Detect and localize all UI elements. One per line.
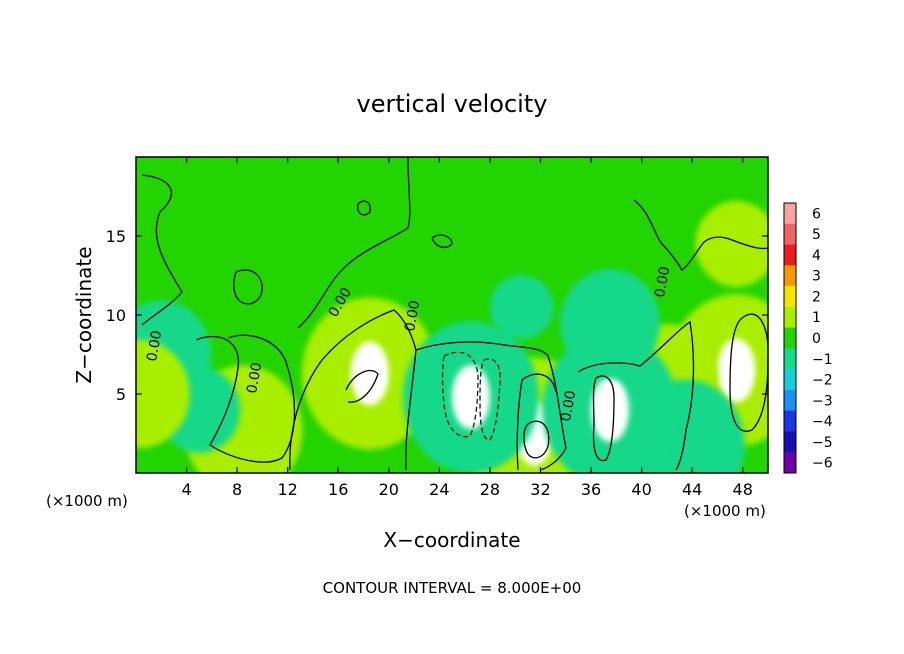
zero-contour-line: [233, 269, 263, 305]
zero-contour-line: [523, 420, 550, 459]
zero-contours: 0.00 0.00 0.00 0.00 0.00 0.00: [141, 157, 768, 471]
colorbar-label: 5: [812, 227, 821, 243]
zero-contour-line: [703, 236, 768, 250]
colorbar-label: 3: [812, 269, 821, 285]
zero-contour-line: [633, 199, 705, 271]
field-core: [451, 365, 490, 430]
contour-label: 0.00: [558, 389, 579, 422]
x-axis-label: X−coordinate: [383, 528, 520, 552]
x-tick-label: 28: [480, 480, 500, 499]
colorbar-frame: [783, 202, 797, 474]
x-tick-label: 20: [379, 480, 399, 499]
y-tick-label: 10: [106, 306, 126, 325]
zero-contour-line: [729, 313, 768, 432]
colorbar-swatch: [784, 265, 796, 287]
colorbar-swatch: [784, 348, 796, 370]
field-blobs: [136, 200, 768, 473]
zero-contour-line: [345, 369, 379, 403]
zero-contour-line: [415, 341, 567, 471]
colorbar-label: −3: [812, 393, 833, 409]
colorbar-label: −1: [812, 352, 833, 368]
zero-contour-line: [577, 320, 695, 471]
x-unit-right: (×1000 m): [684, 502, 766, 520]
x-tick-label: 36: [581, 480, 601, 499]
zero-contour-line: [289, 309, 417, 471]
colorbar-label: 2: [812, 289, 821, 305]
colorbar-swatch: [784, 203, 796, 225]
field-core: [717, 338, 756, 403]
colorbar-swatch: [784, 306, 796, 329]
colorbar-label: −6: [812, 456, 833, 472]
field-blob: [489, 275, 554, 340]
colorbar-swatch: [784, 410, 796, 432]
negative-contour-line: [479, 358, 501, 441]
colorbar-label: −4: [812, 414, 833, 430]
zero-contour-line: [516, 373, 557, 471]
field-core: [591, 377, 629, 442]
x-axis: 4 8 12 16 20 24 28 32 36 40 44 48: [181, 157, 753, 499]
colorbar-swatch: [784, 223, 796, 246]
colorbar-swatch: [784, 244, 796, 266]
contour-label: 0.00: [652, 265, 673, 298]
contour-interval-text: CONTOUR INTERVAL = 8.000E+00: [323, 579, 582, 597]
x-tick-label: 4: [181, 480, 191, 499]
zero-contour-line: [357, 200, 371, 216]
field-blob: [695, 200, 768, 287]
colorbar-swatch: [784, 452, 796, 474]
colorbar-swatch: [784, 389, 796, 412]
x-tick-label: 40: [631, 480, 651, 499]
y-tick-label: 5: [116, 385, 126, 404]
colorbar-swatch: [784, 369, 796, 391]
zero-contour-line: [195, 334, 296, 463]
x-tick-label: 44: [682, 480, 702, 499]
y-axis: 5 10 15: [106, 227, 768, 404]
negative-contour-line: [441, 351, 479, 438]
colorbar-swatch: [784, 327, 796, 349]
zero-contour-line: [431, 234, 453, 249]
y-axis-label: Z−coordinate: [72, 246, 96, 383]
zero-contour-line: [141, 174, 183, 326]
colorbar-label: 0: [812, 331, 821, 347]
x-tick-label: 16: [328, 480, 348, 499]
field-core: [350, 341, 389, 406]
x-tick-label: 32: [530, 480, 550, 499]
chart-title: vertical velocity: [357, 90, 548, 118]
field-blob: [136, 340, 190, 448]
colorbar-label: 1: [812, 310, 821, 326]
colorbar-swatch: [784, 431, 796, 453]
x-tick-label: 12: [278, 480, 298, 499]
colorbar-label: 4: [812, 248, 821, 264]
x-unit-left: (×1000 m): [46, 492, 128, 510]
colorbar-label: −2: [812, 373, 833, 389]
x-tick-label: 24: [429, 480, 449, 499]
zero-contour-line: [297, 157, 411, 329]
x-tick-label: 48: [733, 480, 753, 499]
x-tick-label: 8: [232, 480, 242, 499]
contour-label: 0.00: [244, 361, 265, 394]
zero-contour-line: [592, 375, 615, 462]
colorbar-label: −5: [812, 435, 833, 451]
field-blob: [560, 268, 660, 377]
contour-label: 0.00: [144, 329, 165, 362]
plot-area: 0.00 0.00 0.00 0.00 0.00 0.00: [136, 157, 768, 473]
colorbar-swatch: [784, 286, 796, 308]
y-tick-label: 15: [106, 227, 126, 246]
contour-label: 0.00: [402, 299, 423, 332]
colorbar: 6 5 4 3 2 1 0 −1 −2 −3 −4 −5 −6: [783, 202, 833, 474]
colorbar-label: 6: [812, 206, 821, 222]
